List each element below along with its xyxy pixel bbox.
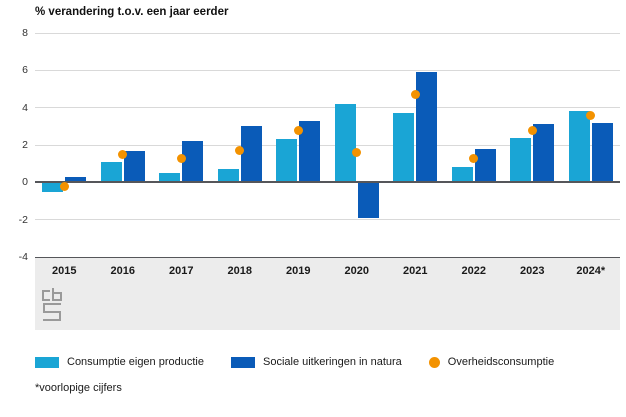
cbs-logo-icon: [42, 288, 62, 321]
bar-dark-2016: [123, 150, 145, 183]
gridline: [35, 107, 620, 109]
legend-item: Sociale uitkeringen in natura: [230, 356, 402, 368]
bar-light-2024: [568, 111, 590, 183]
gridline: [35, 144, 620, 146]
gridline: [35, 219, 620, 221]
legend-label: Consumptie eigen productie: [67, 356, 204, 368]
y-tick-label: 4: [22, 101, 28, 114]
bar-light-2017: [159, 173, 181, 183]
gridline: [35, 69, 620, 71]
y-tick-label: 6: [22, 64, 28, 77]
bar-dark-2024: [591, 122, 613, 183]
bar-light-2015: [42, 182, 64, 192]
bar-dark-2021: [416, 72, 438, 183]
dot-2022: [469, 153, 479, 163]
legend-label: Overheidsconsumptie: [447, 356, 555, 368]
legend-swatch-orange-icon: [428, 356, 440, 368]
dot-2021: [410, 90, 420, 100]
x-tick-label: 2024*: [576, 265, 606, 277]
x-tick-label: 2022: [461, 265, 486, 277]
dot-2019: [293, 125, 303, 135]
y-tick-label: 2: [22, 139, 28, 151]
x-tick-label: 2017: [169, 265, 194, 277]
bar-dark-2017: [182, 141, 204, 183]
y-tick-label: 8: [22, 27, 28, 39]
x-tick-label: 2023: [520, 265, 545, 277]
bar-light-2023: [510, 137, 532, 183]
legend-item: Overheidsconsumptie: [428, 356, 555, 368]
y-axis: 8 6 4 2 0 -2 -4: [0, 27, 28, 263]
bar-dark-2023: [533, 124, 555, 183]
dot-2023: [527, 125, 537, 135]
footnote: *voorlopige cijfers: [35, 382, 122, 394]
legend-swatch-light-blue-icon: [35, 356, 59, 368]
legend: Consumptie eigen productie Sociale uitker…: [35, 356, 554, 368]
bar-light-2021: [393, 113, 415, 183]
bar-dark-2020: [357, 182, 379, 218]
plot-area: [35, 32, 620, 257]
x-tick-label: 2015: [52, 265, 77, 277]
x-tick-label: 2019: [286, 265, 311, 277]
x-axis-band: 2015 2016 2017 2018 2019 2020 2021 2022 2023 2024…: [35, 257, 620, 330]
legend-swatch-dark-blue-icon: [230, 356, 255, 368]
gridline: [35, 32, 620, 34]
y-tick-label: 0: [22, 176, 28, 189]
bar-dark-2015: [65, 176, 87, 183]
dot-2017: [176, 153, 186, 163]
legend-label: Sociale uitkeringen in natura: [262, 356, 402, 368]
bar-light-2019: [276, 139, 298, 183]
bar-light-2022: [451, 167, 473, 183]
x-tick-label: 2018: [227, 265, 252, 277]
y-tick-label: -2: [18, 213, 28, 226]
dot-2024: [586, 110, 596, 120]
bar-dark-2019: [299, 120, 321, 183]
bar-dark-2022: [474, 148, 496, 183]
dot-2016: [118, 149, 128, 159]
dot-2018: [235, 146, 245, 156]
bar-light-2016: [100, 161, 122, 183]
dot-2020: [352, 147, 362, 157]
zero-axis-line: [35, 181, 620, 184]
legend-item: Consumptie eigen productie: [35, 356, 204, 368]
bar-dark-2018: [240, 126, 262, 183]
x-tick-label: 2016: [110, 265, 135, 277]
chart-title: % verandering t.o.v. een jaar eerder: [35, 6, 229, 18]
x-tick-label: 2020: [344, 265, 369, 277]
x-tick-label: 2021: [403, 265, 428, 277]
y-tick-label: -4: [18, 251, 28, 263]
bar-light-2020: [334, 103, 356, 183]
dot-2015: [59, 181, 69, 191]
bar-light-2018: [217, 169, 239, 183]
